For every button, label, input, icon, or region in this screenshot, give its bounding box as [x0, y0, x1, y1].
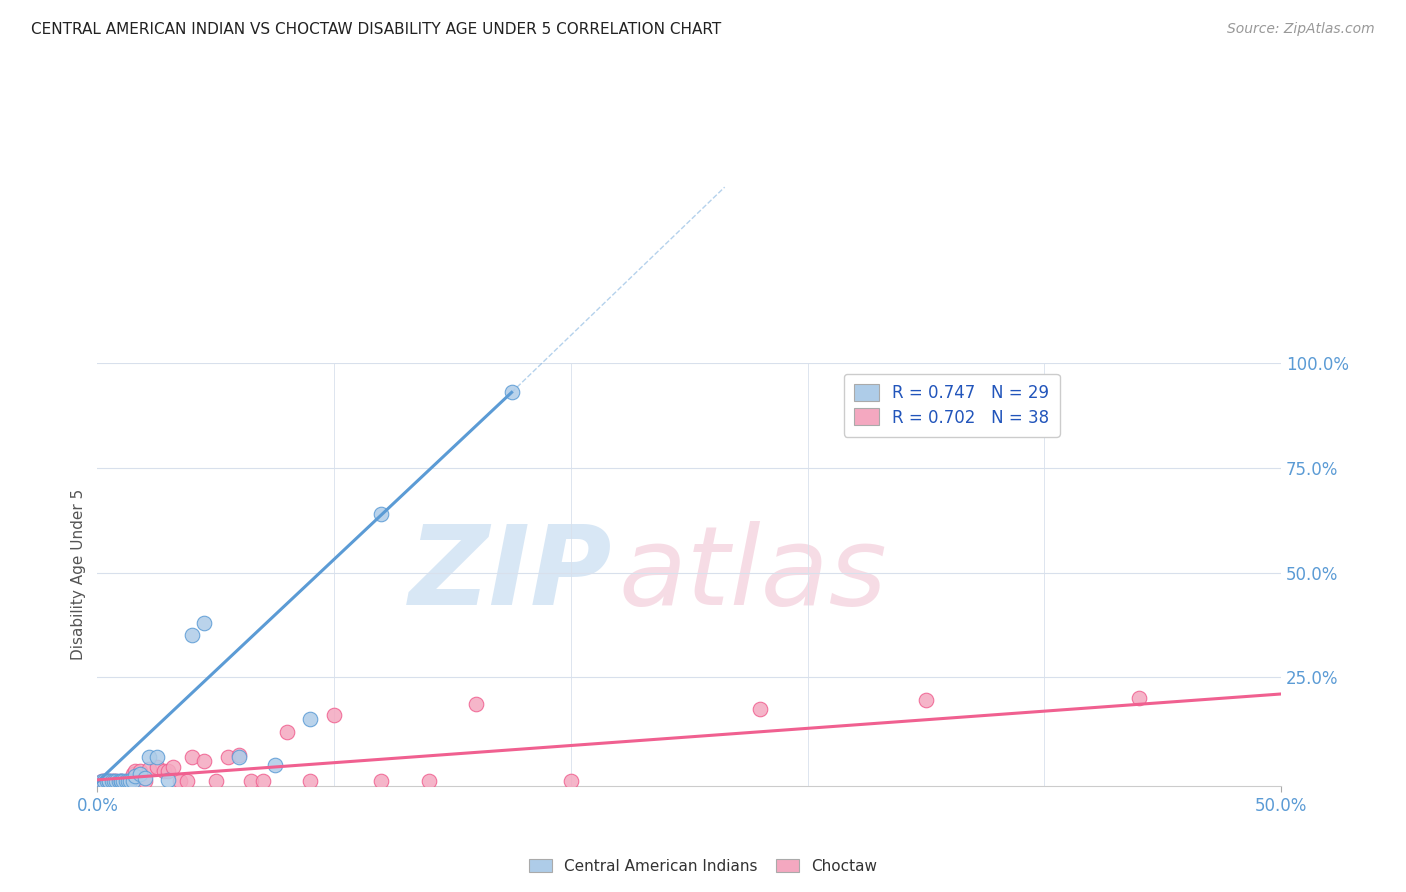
Point: [181, 628, 204, 642]
Point: [323, 707, 346, 722]
Y-axis label: Disability Age Under 5: Disability Age Under 5: [72, 489, 86, 660]
Point: [145, 760, 167, 774]
Point: [169, 774, 191, 789]
Point: [98, 774, 121, 789]
Point: [276, 724, 298, 739]
Legend: R = 0.747   N = 29, R = 0.702   N = 38: R = 0.747 N = 29, R = 0.702 N = 38: [844, 374, 1060, 436]
Point: [181, 749, 204, 764]
Point: [252, 774, 274, 789]
Point: [217, 749, 239, 764]
Text: ZIP: ZIP: [409, 521, 612, 628]
Point: [138, 763, 160, 777]
Legend: Central American Indians, Choctaw: Central American Indians, Choctaw: [523, 853, 883, 880]
Point: [129, 764, 152, 779]
Point: [124, 769, 146, 783]
Point: [157, 772, 180, 787]
Point: [370, 507, 392, 521]
Point: [120, 774, 142, 789]
Point: [114, 774, 136, 789]
Point: [105, 774, 128, 789]
Point: [96, 774, 118, 789]
Point: [193, 754, 215, 768]
Point: [93, 774, 115, 789]
Point: [93, 774, 115, 789]
Text: atlas: atlas: [619, 521, 887, 628]
Point: [162, 760, 184, 774]
Point: [157, 764, 180, 779]
Point: [501, 385, 523, 400]
Point: [98, 774, 121, 789]
Point: [134, 774, 156, 789]
Point: [103, 774, 125, 789]
Point: [124, 764, 146, 779]
Point: [112, 774, 135, 789]
Point: [121, 774, 143, 789]
Point: [240, 774, 263, 789]
Point: [299, 774, 322, 789]
Point: [370, 774, 392, 789]
Point: [98, 774, 121, 789]
Point: [129, 766, 152, 780]
Point: [228, 749, 250, 764]
Point: [176, 774, 198, 789]
Text: CENTRAL AMERICAN INDIAN VS CHOCTAW DISABILITY AGE UNDER 5 CORRELATION CHART: CENTRAL AMERICAN INDIAN VS CHOCTAW DISAB…: [31, 22, 721, 37]
Point: [264, 758, 287, 772]
Point: [96, 774, 118, 789]
Point: [100, 774, 122, 789]
Point: [117, 774, 139, 789]
Point: [749, 701, 772, 715]
Text: Source: ZipAtlas.com: Source: ZipAtlas.com: [1227, 22, 1375, 37]
Point: [105, 774, 128, 789]
Point: [100, 774, 122, 789]
Point: [204, 774, 226, 789]
Point: [121, 766, 143, 780]
Point: [110, 774, 132, 789]
Point: [560, 774, 582, 789]
Point: [145, 749, 167, 764]
Point: [299, 712, 322, 726]
Point: [465, 698, 488, 712]
Point: [103, 774, 125, 789]
Point: [107, 774, 129, 789]
Point: [193, 615, 215, 630]
Point: [114, 774, 136, 789]
Point: [91, 774, 114, 789]
Point: [110, 774, 132, 789]
Point: [228, 747, 250, 762]
Point: [110, 774, 132, 789]
Point: [91, 774, 114, 789]
Point: [418, 774, 440, 789]
Point: [1128, 691, 1150, 706]
Point: [152, 764, 174, 779]
Point: [134, 771, 156, 785]
Point: [915, 693, 938, 707]
Point: [138, 749, 160, 764]
Point: [120, 774, 142, 789]
